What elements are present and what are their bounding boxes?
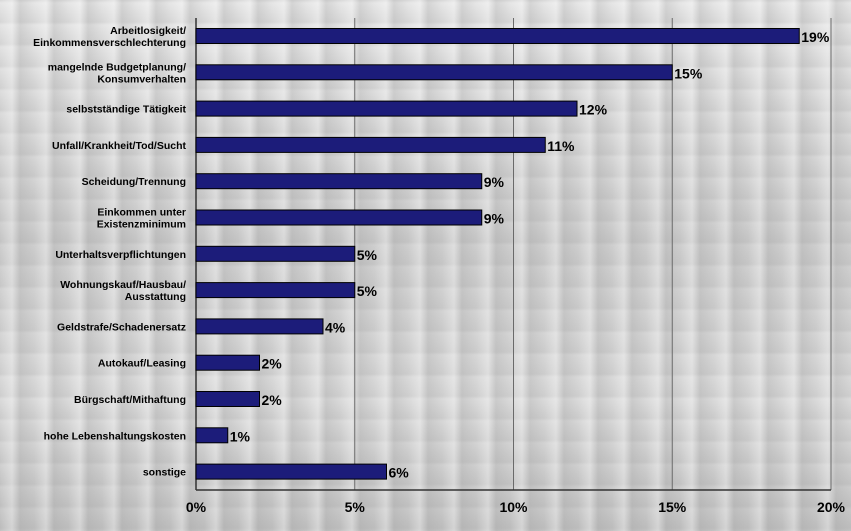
value-label: 12% xyxy=(579,102,608,118)
bars xyxy=(195,28,800,480)
value-label: 4% xyxy=(325,319,346,335)
value-label: 9% xyxy=(484,211,505,227)
category-label: Einkommen unter Existenzminimum xyxy=(97,207,186,231)
value-label: 15% xyxy=(674,65,703,81)
value-label: 6% xyxy=(389,465,410,481)
x-tick-label: 10% xyxy=(499,499,528,515)
category-label: Geldstrafe/Schadenersatz xyxy=(57,321,186,333)
bar xyxy=(195,173,483,190)
bar xyxy=(195,28,800,44)
x-tick-label: 5% xyxy=(345,499,366,515)
category-label: Unfall/Krankheit/Tod/Sucht xyxy=(52,140,186,152)
value-label: 2% xyxy=(262,356,283,372)
category-label: Scheidung/Trennung xyxy=(82,176,186,188)
bar xyxy=(195,209,483,226)
value-label: 9% xyxy=(484,174,505,190)
bar xyxy=(195,391,260,407)
value-label: 11% xyxy=(547,138,575,154)
category-label: Autokauf/Leasing xyxy=(98,358,186,370)
category-label: Bürgschaft/Mithaftung xyxy=(74,394,186,406)
bar xyxy=(195,427,229,444)
tick-labels: 0% 5% 10% 15% 20% xyxy=(186,499,846,515)
bar xyxy=(195,100,578,117)
value-label: 5% xyxy=(357,283,378,299)
value-label: 2% xyxy=(262,392,283,408)
bar xyxy=(195,282,356,299)
category-label: selbstständige Tätigkeit xyxy=(66,104,186,116)
category-label: mangelnde Budgetplanung/Konsumverhalten xyxy=(48,61,186,85)
x-tick-label: 0% xyxy=(186,499,207,515)
bar xyxy=(195,245,356,262)
value-label: 5% xyxy=(357,247,378,263)
category-label: Wohnungskauf/Hausbau/Ausstattung xyxy=(60,279,186,303)
category-label: hohe Lebenshaltungskosten xyxy=(44,430,186,442)
category-label: Arbeitlosigkeit/Einkommensverschlechteru… xyxy=(33,25,186,49)
bar xyxy=(195,463,387,480)
value-label: 1% xyxy=(230,428,251,444)
category-label: Unterhaltsverpflichtungen xyxy=(55,249,186,261)
bar xyxy=(195,318,324,335)
value-labels: 19% 15% 12% 11% 9% 9% 5% 5% 4% 2% 2% 1% 6% xyxy=(230,29,830,481)
x-tick-label: 15% xyxy=(658,499,687,515)
category-label: sonstige xyxy=(143,467,186,479)
x-tick-label: 20% xyxy=(817,499,846,515)
bar xyxy=(195,64,673,81)
category-labels: Arbeitlosigkeit/Einkommensverschlechteru… xyxy=(33,25,186,479)
bar xyxy=(195,354,260,371)
bar xyxy=(195,136,546,153)
value-label: 19% xyxy=(801,29,830,45)
